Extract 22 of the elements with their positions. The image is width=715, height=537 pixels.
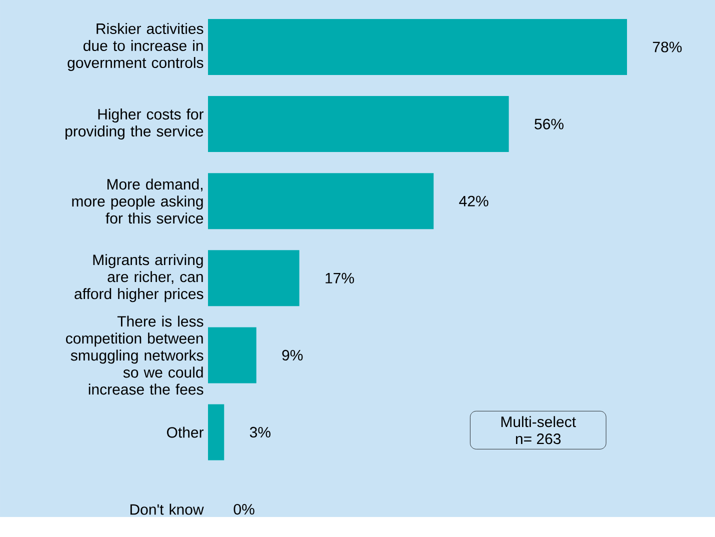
- bar: [208, 18, 627, 75]
- data-label: 9%: [282, 350, 303, 360]
- y-tick-label: Riskier activities due to increase in government controls: [68, 22, 204, 71]
- y-tick-label: More demand, more people asking for this service: [72, 178, 204, 224]
- bar: [208, 404, 224, 460]
- data-label: 0%: [234, 504, 254, 514]
- bar: [208, 96, 509, 152]
- data-label: 3%: [250, 426, 270, 438]
- bar: [208, 327, 256, 384]
- y-tick-label: Higher costs for providing the service: [66, 108, 204, 140]
- data-label: 78%: [652, 42, 682, 52]
- annotation: n= 263: [516, 433, 561, 444]
- data-label: 42%: [459, 196, 488, 206]
- y-tick-label: There is less competition between smuggling networks so we could increase the fees: [66, 316, 204, 395]
- bar: [208, 250, 300, 306]
- data-label: 17%: [326, 272, 354, 284]
- y-tick-label: Migrants arriving are richer, can afford higher prices: [74, 254, 204, 302]
- data-label: 56%: [534, 118, 564, 130]
- y-tick-label: Other: [166, 426, 204, 438]
- annotation: Multi-select: [501, 416, 576, 427]
- y-tick-label: Don't know: [130, 504, 204, 515]
- bar: [208, 172, 434, 229]
